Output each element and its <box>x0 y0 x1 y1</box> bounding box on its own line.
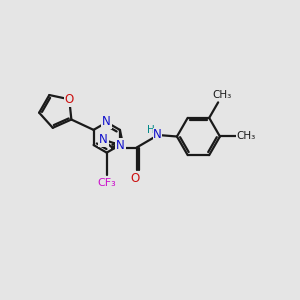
Text: CH₃: CH₃ <box>213 90 232 100</box>
Text: CF₃: CF₃ <box>97 178 116 188</box>
Text: O: O <box>130 172 140 185</box>
Text: O: O <box>64 93 74 106</box>
Text: H: H <box>147 124 155 135</box>
Text: N: N <box>102 115 111 128</box>
Text: N: N <box>153 128 162 141</box>
Text: N: N <box>99 133 108 146</box>
Text: CH₃: CH₃ <box>237 131 256 142</box>
Text: N: N <box>116 139 125 152</box>
